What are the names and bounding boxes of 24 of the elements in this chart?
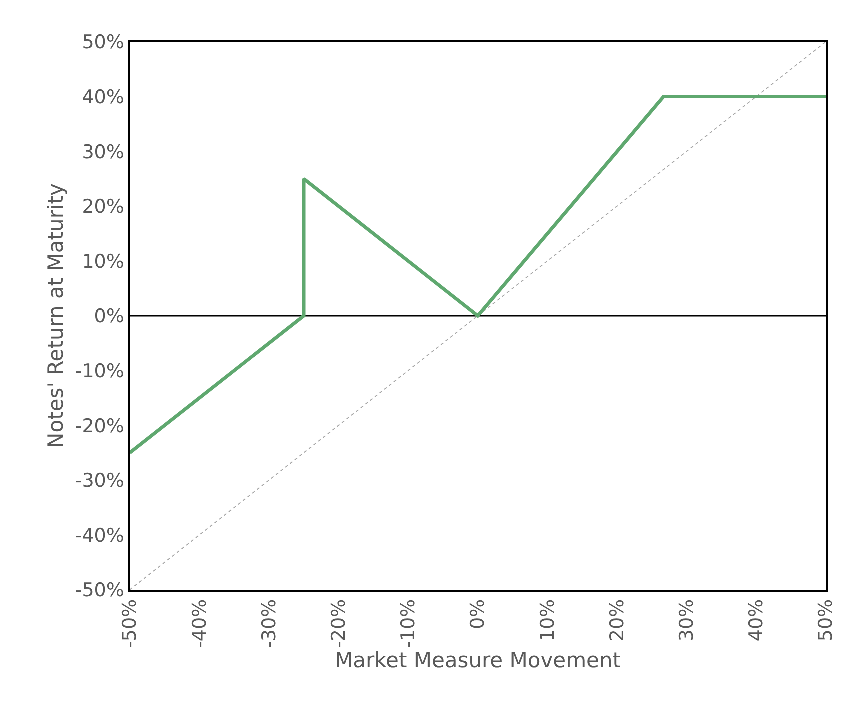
- x-tick-label: -20%: [328, 599, 350, 648]
- y-tick-label: -10%: [75, 360, 124, 382]
- x-tick-label: 0%: [467, 599, 490, 630]
- y-tick-label: -20%: [75, 415, 124, 438]
- y-tick-label: 30%: [82, 141, 124, 164]
- x-tick-label: 40%: [746, 599, 768, 642]
- x-tick-label: 20%: [606, 599, 628, 642]
- x-tick-label: -40%: [188, 599, 211, 648]
- y-tick-label: 20%: [82, 196, 124, 218]
- y-axis-title: Notes' Return at Maturity: [44, 184, 68, 448]
- y-tick-label: -50%: [75, 580, 124, 602]
- x-axis-title: Market Measure Movement: [334, 648, 622, 672]
- x-tick-label: -10%: [398, 599, 420, 648]
- y-tick-label: -40%: [75, 524, 124, 547]
- y-tick-label: 50%: [82, 32, 124, 54]
- line-series: [130, 95, 826, 455]
- x-tick-label: -30%: [258, 599, 280, 648]
- x-tick-label: 50%: [815, 599, 838, 642]
- y-tick-label: -30%: [75, 470, 124, 492]
- y-tick-label: 10%: [82, 250, 124, 273]
- x-tick-label: 30%: [676, 599, 698, 642]
- y-tick-label: 40%: [82, 86, 124, 108]
- x-tick-label: 10%: [536, 599, 559, 642]
- y-tick-label: 0%: [94, 306, 124, 328]
